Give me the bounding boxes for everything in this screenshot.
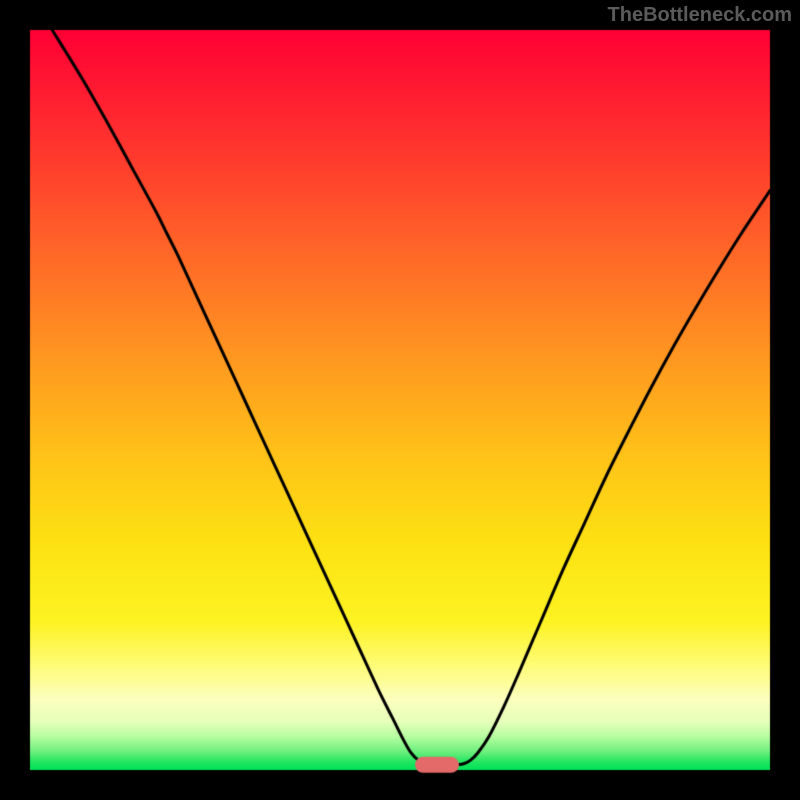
chart-container: TheBottleneck.com bbox=[0, 0, 800, 800]
bottleneck-chart-canvas bbox=[0, 0, 800, 800]
watermark-label: TheBottleneck.com bbox=[608, 4, 792, 27]
